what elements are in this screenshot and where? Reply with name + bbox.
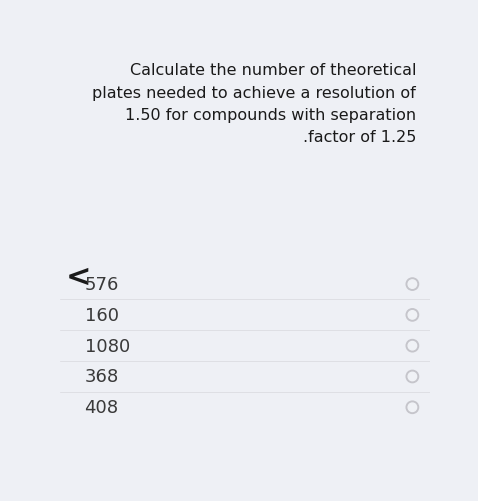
Text: 408: 408 [85, 398, 119, 416]
Circle shape [406, 340, 419, 352]
Text: <: < [66, 263, 91, 291]
Circle shape [408, 373, 417, 381]
Text: 576: 576 [85, 276, 119, 294]
Circle shape [406, 309, 419, 322]
Text: 1080: 1080 [85, 337, 130, 355]
Circle shape [408, 342, 417, 350]
Circle shape [406, 401, 419, 414]
Circle shape [408, 311, 417, 320]
Text: 368: 368 [85, 368, 119, 386]
Text: 160: 160 [85, 306, 119, 324]
Circle shape [408, 280, 417, 289]
Circle shape [408, 403, 417, 412]
Circle shape [406, 279, 419, 291]
Circle shape [406, 371, 419, 383]
Text: Calculate the number of theoretical
plates needed to achieve a resolution of
1.5: Calculate the number of theoretical plat… [93, 63, 416, 145]
